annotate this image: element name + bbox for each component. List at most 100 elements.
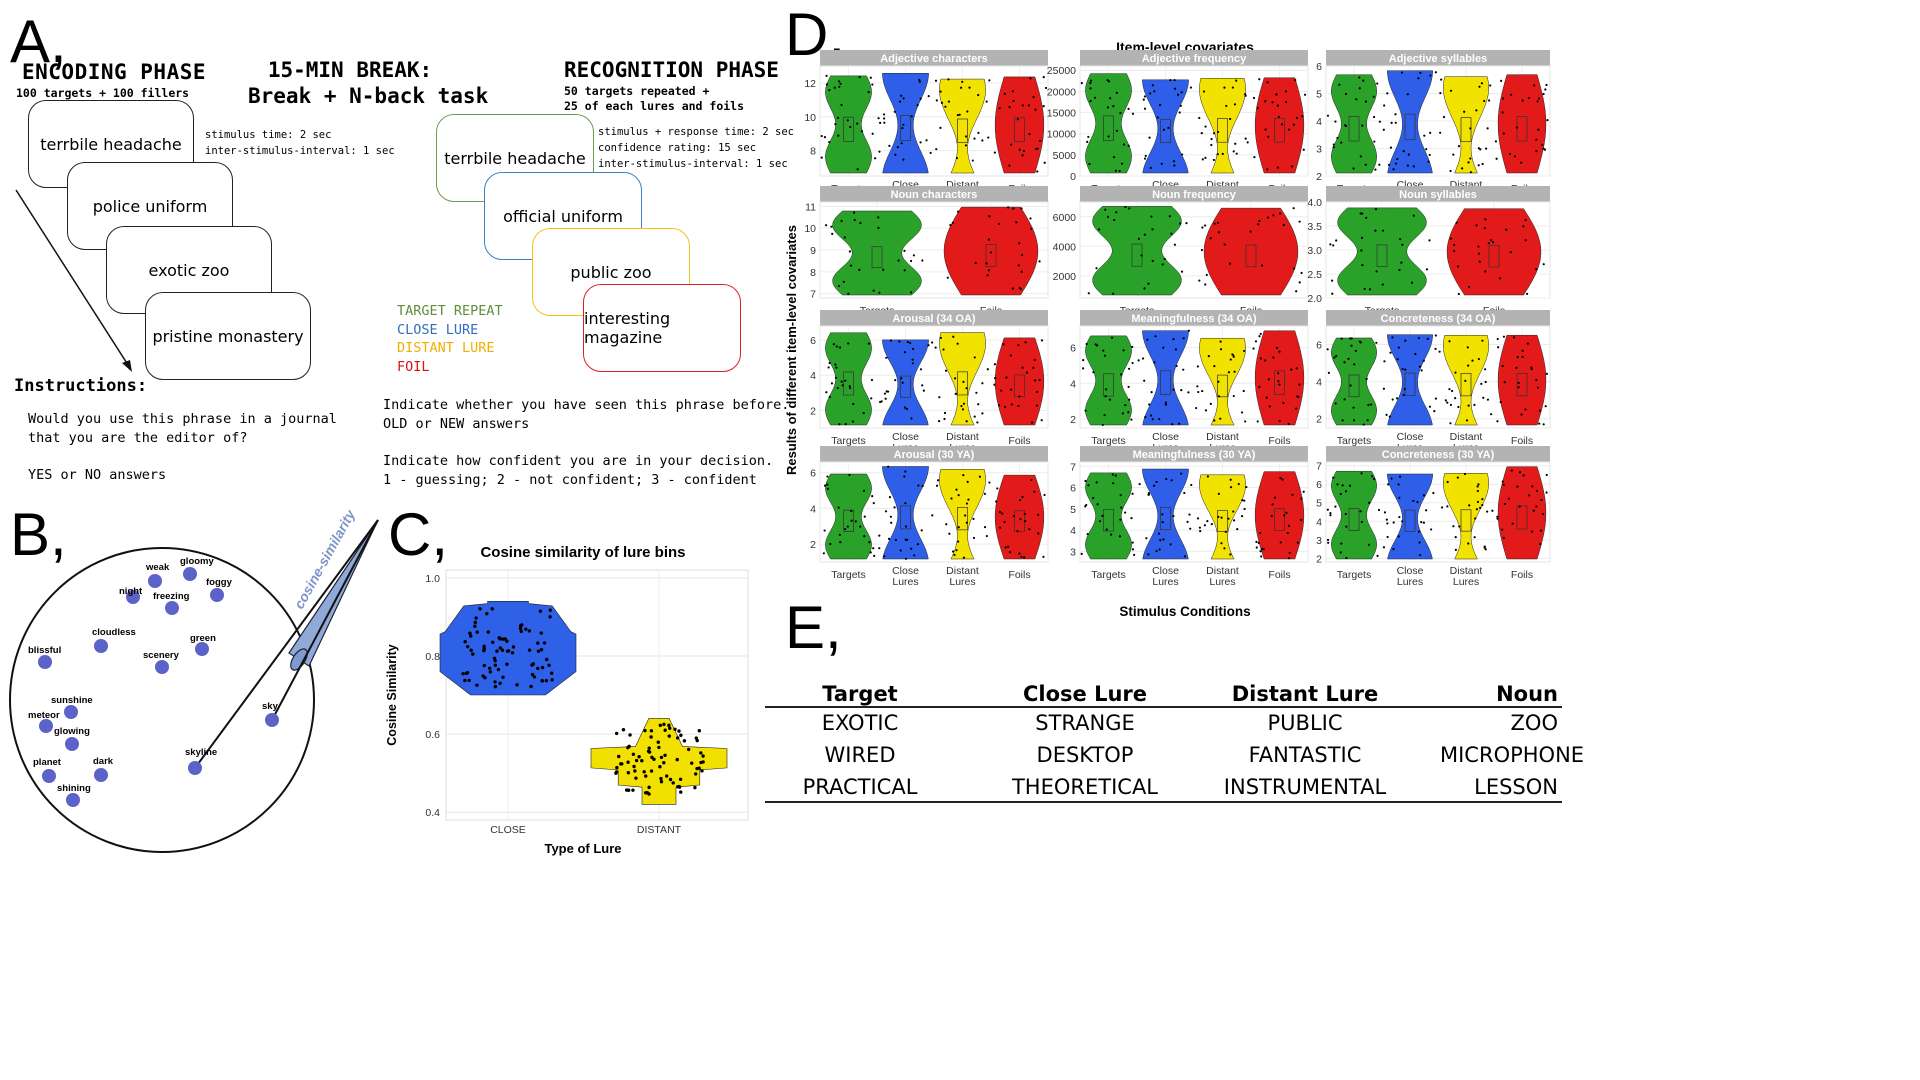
facet-point [1216, 153, 1219, 156]
facet-point [1178, 422, 1181, 425]
facet-point [1292, 267, 1296, 270]
panel-c-violins [439, 600, 728, 805]
word-label-scenery: scenery [143, 650, 180, 661]
facet-point [1128, 207, 1131, 210]
c-point [668, 726, 672, 730]
facet-xtick: Close [1397, 565, 1424, 577]
facet-xtick: Close [892, 431, 919, 443]
facet-point [1104, 395, 1107, 398]
facet-point [1103, 414, 1106, 417]
panel-c-chart: Cosine similarity of lure bins 0.40.60.8… [385, 544, 749, 856]
facet-strip [1080, 446, 1308, 462]
facet-6: Arousal (34 OA)246TargetsCloseLuresDista… [810, 310, 1049, 454]
facet-xtick: Foils [1268, 435, 1290, 447]
c-point [473, 620, 477, 625]
c-point [474, 616, 478, 620]
facet-point [878, 291, 881, 294]
facet-point [1425, 509, 1428, 512]
facet-point [1189, 86, 1193, 89]
facet-point [850, 519, 853, 522]
c-point [701, 754, 705, 758]
c-point [620, 762, 624, 766]
facet-point [1149, 92, 1152, 95]
facet-point [825, 391, 828, 394]
facet-point [1255, 540, 1258, 543]
facet-point [1302, 490, 1305, 493]
facet-point [955, 156, 959, 160]
c-point [677, 729, 681, 733]
c-point [527, 648, 532, 652]
facet-point [1010, 403, 1013, 406]
encoding-title: ENCODING PHASE [22, 60, 207, 84]
facet-point [1095, 481, 1098, 484]
encoding-card-4: pristine monastery [145, 292, 311, 380]
facet-point [1454, 536, 1457, 539]
facet-point [894, 378, 897, 382]
facet-point [1331, 292, 1334, 295]
facet-point [1524, 408, 1527, 411]
facet-point [832, 343, 835, 346]
facet-point [1334, 120, 1337, 123]
facet-point [1360, 249, 1363, 252]
facet-point [1385, 413, 1388, 417]
facet-point [960, 86, 963, 89]
facet-point [1242, 389, 1245, 393]
encoding-instructions-line1: Would you use this phrase in a journal [28, 411, 337, 427]
facet-point [939, 336, 943, 340]
facet-point [1489, 84, 1492, 87]
facet-point [1149, 166, 1152, 169]
facet-point [828, 395, 831, 399]
facet-point [1385, 518, 1388, 521]
facet-ytick: 2 [810, 539, 816, 551]
facet-point [961, 408, 965, 411]
facet-point [1546, 118, 1549, 122]
c-point [659, 776, 663, 781]
facet-point [1454, 397, 1457, 400]
facet-point [1326, 508, 1329, 511]
facet-point [913, 554, 916, 557]
facet-point [1229, 117, 1232, 121]
facet-point [1291, 493, 1294, 496]
facet-point [1496, 515, 1499, 518]
facet-point [1021, 495, 1024, 499]
facet-point [1490, 413, 1493, 416]
c-point [647, 785, 651, 790]
point-sky [265, 713, 279, 727]
facet-point [1007, 545, 1010, 548]
facet-violin [1337, 207, 1427, 296]
facet-point [1240, 411, 1244, 414]
facet-point [1232, 519, 1236, 522]
facet-xtick: Distant [946, 565, 979, 577]
facet-point [837, 134, 840, 137]
facet-ytick: 3.5 [1307, 221, 1322, 233]
facet-point [900, 94, 903, 97]
facet-xtick: Lures [1397, 576, 1423, 588]
facet-point [1173, 87, 1177, 90]
facet-ytick: 5000 [1053, 150, 1077, 162]
facet-point [1457, 145, 1461, 148]
facet-point [1456, 265, 1460, 268]
facet-point [1034, 108, 1037, 111]
recognition-instruction-2-line1: Indicate how confident you are in your d… [383, 453, 774, 469]
facet-point [1545, 491, 1548, 494]
facet-point [1368, 501, 1371, 504]
facet-point [1399, 238, 1402, 241]
facet-point [1256, 106, 1259, 110]
facet-point [1336, 483, 1339, 486]
facet-xtick: Targets [831, 569, 865, 581]
facet-point [1087, 135, 1090, 139]
facet-point [1203, 524, 1206, 527]
facet-point [1518, 471, 1522, 474]
facet-point [1001, 512, 1004, 515]
facet-point [1457, 292, 1460, 296]
facet-point [1398, 515, 1401, 519]
c-point [617, 754, 621, 759]
table-cell-r2-c1: THEORETICAL [1011, 775, 1159, 799]
legend-foil: FOIL [397, 358, 430, 375]
facet-point [1153, 90, 1156, 93]
facet-point [942, 348, 945, 351]
facet-point [1329, 514, 1332, 517]
facet-point [920, 529, 923, 532]
facet-point [1037, 513, 1040, 516]
facet-point [888, 496, 892, 499]
